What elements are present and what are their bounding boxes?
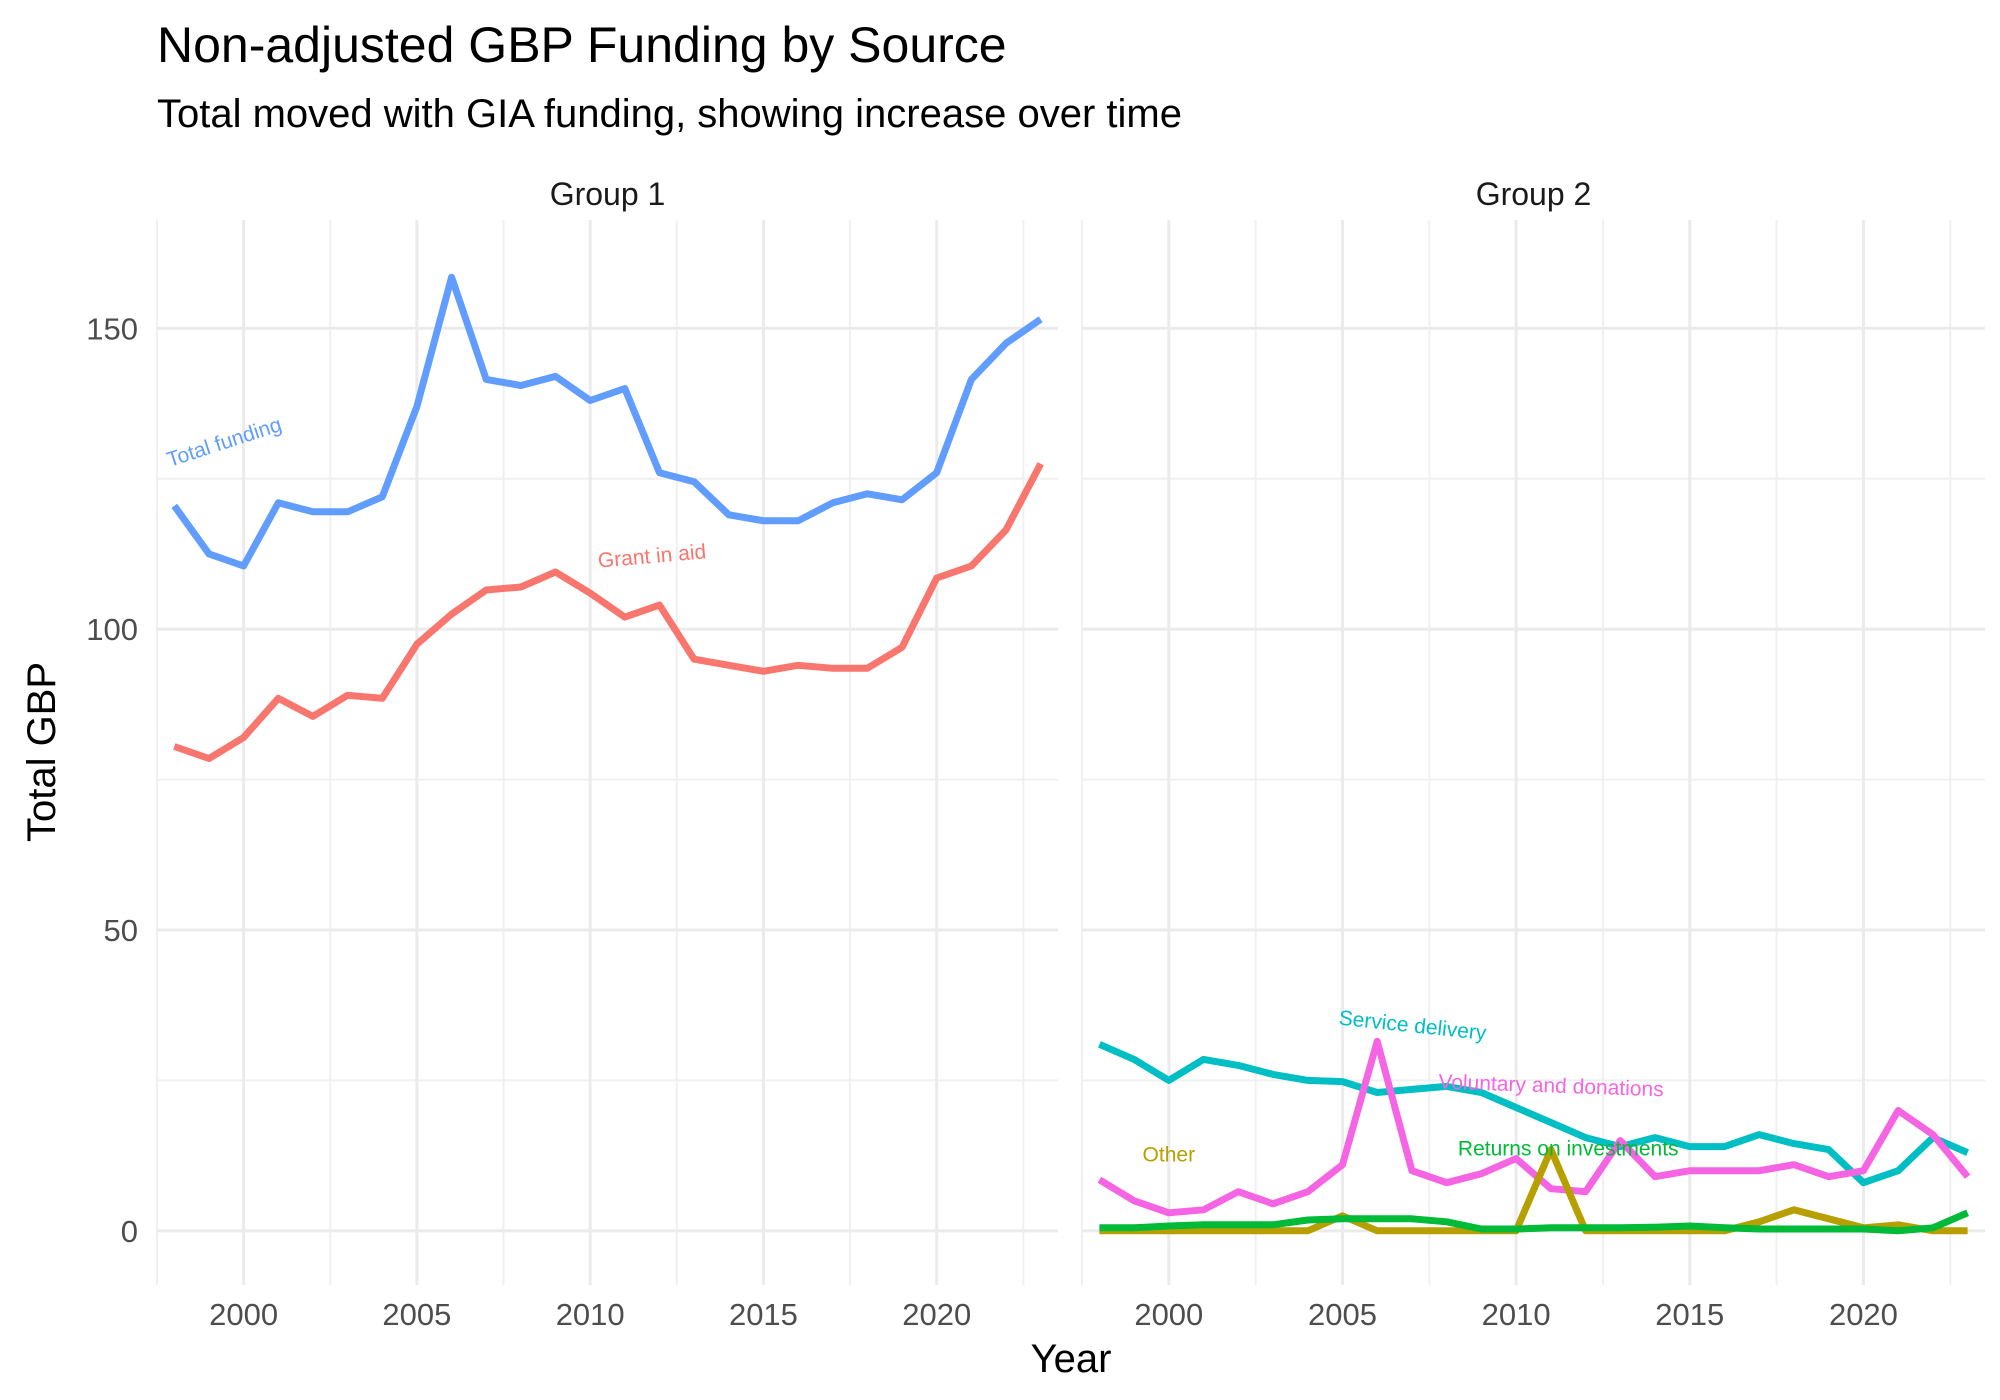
series-label-total-funding: Total funding xyxy=(164,413,284,472)
x-axis-title: Year xyxy=(1031,1337,1112,1381)
panel-1: Group 1 2000 2005 2010 2015 2020 0 50 100 150 Tota… xyxy=(86,176,1058,1332)
series-line-other xyxy=(1099,1146,1968,1235)
x-tick-label: 2010 xyxy=(1482,1297,1551,1332)
x-tick-label: 2000 xyxy=(1134,1297,1203,1332)
gridlines xyxy=(1081,220,1985,1285)
series-line-service-delivery xyxy=(1098,1041,1969,1187)
series-label-voluntary-and-donations: Voluntary and donations xyxy=(1438,1071,1664,1102)
panel-strip-label: Group 2 xyxy=(1476,176,1592,212)
series-label-grant-in-aid: Grant in aid xyxy=(597,540,707,572)
x-tick-label: 2015 xyxy=(1655,1297,1724,1332)
x-tick-label: 2020 xyxy=(902,1297,971,1332)
y-tick-label: 150 xyxy=(86,311,138,346)
y-tick-label: 100 xyxy=(86,612,138,647)
x-tick-label: 2005 xyxy=(382,1297,451,1332)
gridlines xyxy=(156,220,1058,1285)
series-label-returns-on-investments: Returns on investments xyxy=(1458,1138,1679,1161)
chart-title: Non-adjusted GBP Funding by Source xyxy=(157,17,1007,73)
panel-strip-label: Group 1 xyxy=(550,176,666,212)
series-line-voluntary-and-donations xyxy=(1097,1037,1971,1217)
x-tick-label: 2000 xyxy=(209,1297,278,1332)
series-line-grant-in-aid xyxy=(173,462,1044,762)
series-line-returns-on-investments xyxy=(1099,1209,1969,1235)
x-tick-label: 2005 xyxy=(1308,1297,1377,1332)
series-label-service-delivery: Service delivery xyxy=(1338,1007,1488,1045)
panels: Group 1 2000 2005 2010 2015 2020 0 50 100 150 Tota… xyxy=(86,176,1985,1332)
y-axis-title: Total GBP xyxy=(20,662,64,842)
x-tick-label: 2020 xyxy=(1829,1297,1898,1332)
y-tick-label: 50 xyxy=(104,913,138,948)
panel-2: Group 2 2000 2005 2010 2015 2020 Service deliv… xyxy=(1081,176,1985,1332)
chart-subtitle: Total moved with GIA funding, showing in… xyxy=(157,92,1182,136)
series-label-other: Other xyxy=(1143,1144,1196,1167)
x-tick-label: 2010 xyxy=(556,1297,625,1332)
y-tick-label: 0 xyxy=(121,1214,138,1249)
series-line-total-funding xyxy=(171,273,1043,570)
x-tick-label: 2015 xyxy=(729,1297,798,1332)
